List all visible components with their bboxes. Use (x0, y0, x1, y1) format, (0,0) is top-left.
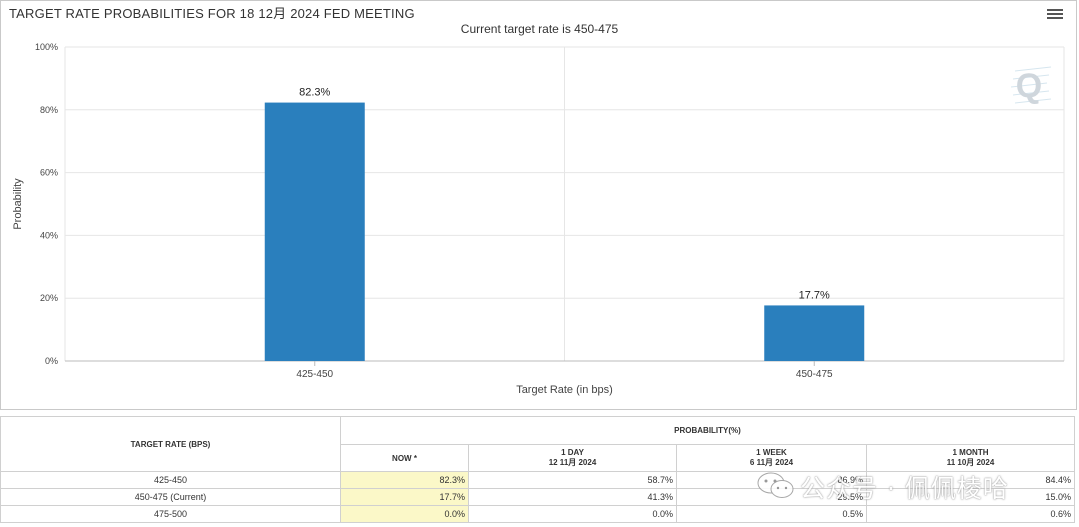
bar-chart: 0% 20% 40% 60% 80% 100% 82.3% 425-450 17.7% 450-4… (12, 42, 1065, 396)
now-cell: 82.3% (340, 471, 469, 489)
y-tick-label: 100% (35, 42, 58, 52)
day-cell: 41.3% (468, 488, 677, 506)
rate-cell: 475-500 (0, 505, 341, 523)
col-header-1week: 1 WEEK 6 11月 2024 (676, 444, 867, 472)
col-header-now: NOW * (340, 444, 469, 472)
y-tick-label: 20% (40, 293, 58, 303)
y-tick-label: 40% (40, 230, 58, 240)
svg-text:Q: Q (1016, 67, 1042, 105)
x-tick-label: 425-450 (296, 369, 333, 380)
rate-cell: 450-475 (Current) (0, 488, 341, 506)
table-row: 425-450 82.3% 58.7% 86.9% 84.4% (0, 471, 1075, 489)
chart-title: TARGET RATE PROBABILITIES FOR 18 12月 202… (9, 6, 415, 21)
col-header-1day: 1 DAY 12 11月 2024 (468, 444, 677, 472)
rate-cell: 425-450 (0, 471, 341, 489)
table-row: 475-500 0.0% 0.0% 0.5% 0.6% (0, 505, 1075, 523)
month-cell: 15.0% (866, 488, 1075, 506)
hamburger-menu-icon[interactable] (1047, 9, 1063, 23)
week-cell: 29.5% (676, 488, 867, 506)
probability-table: TARGET RATE (BPS) PROBABILITY(%) NOW * 1… (0, 416, 1075, 523)
month-cell: 84.4% (866, 471, 1075, 489)
y-tick-label: 0% (45, 356, 58, 366)
data-label: 17.7% (799, 289, 830, 301)
now-cell: 17.7% (340, 488, 469, 506)
rate-header: TARGET RATE (BPS) (0, 416, 341, 472)
probability-header: PROBABILITY(%) (340, 416, 1075, 445)
week-cell: 0.5% (676, 505, 867, 523)
col-header-1month: 1 MONTH 11 10月 2024 (866, 444, 1075, 472)
day-cell: 58.7% (468, 471, 677, 489)
y-tick-label: 60% (40, 168, 58, 178)
data-label: 82.3% (299, 87, 330, 99)
bar-425-450[interactable] (264, 102, 365, 361)
bar-450-475[interactable] (764, 305, 865, 361)
y-tick-label: 80% (40, 105, 58, 115)
quikstrike-logo-icon: Q (1010, 66, 1052, 105)
chart-subtitle: Current target rate is 450-475 (460, 22, 619, 36)
day-cell: 0.0% (468, 505, 677, 523)
y-axis-title: Probability (12, 178, 24, 230)
table-row: 450-475 (Current) 17.7% 41.3% 29.5% 15.0… (0, 488, 1075, 506)
week-cell: 86.9% (676, 471, 867, 489)
now-cell: 0.0% (340, 505, 469, 523)
chart-panel: 0% 20% 40% 60% 80% 100% 82.3% 425-450 17.7% 450-4… (0, 0, 1077, 410)
x-axis-title: Target Rate (in bps) (516, 384, 613, 396)
x-tick-label: 450-475 (796, 369, 833, 380)
month-cell: 0.6% (866, 505, 1075, 523)
